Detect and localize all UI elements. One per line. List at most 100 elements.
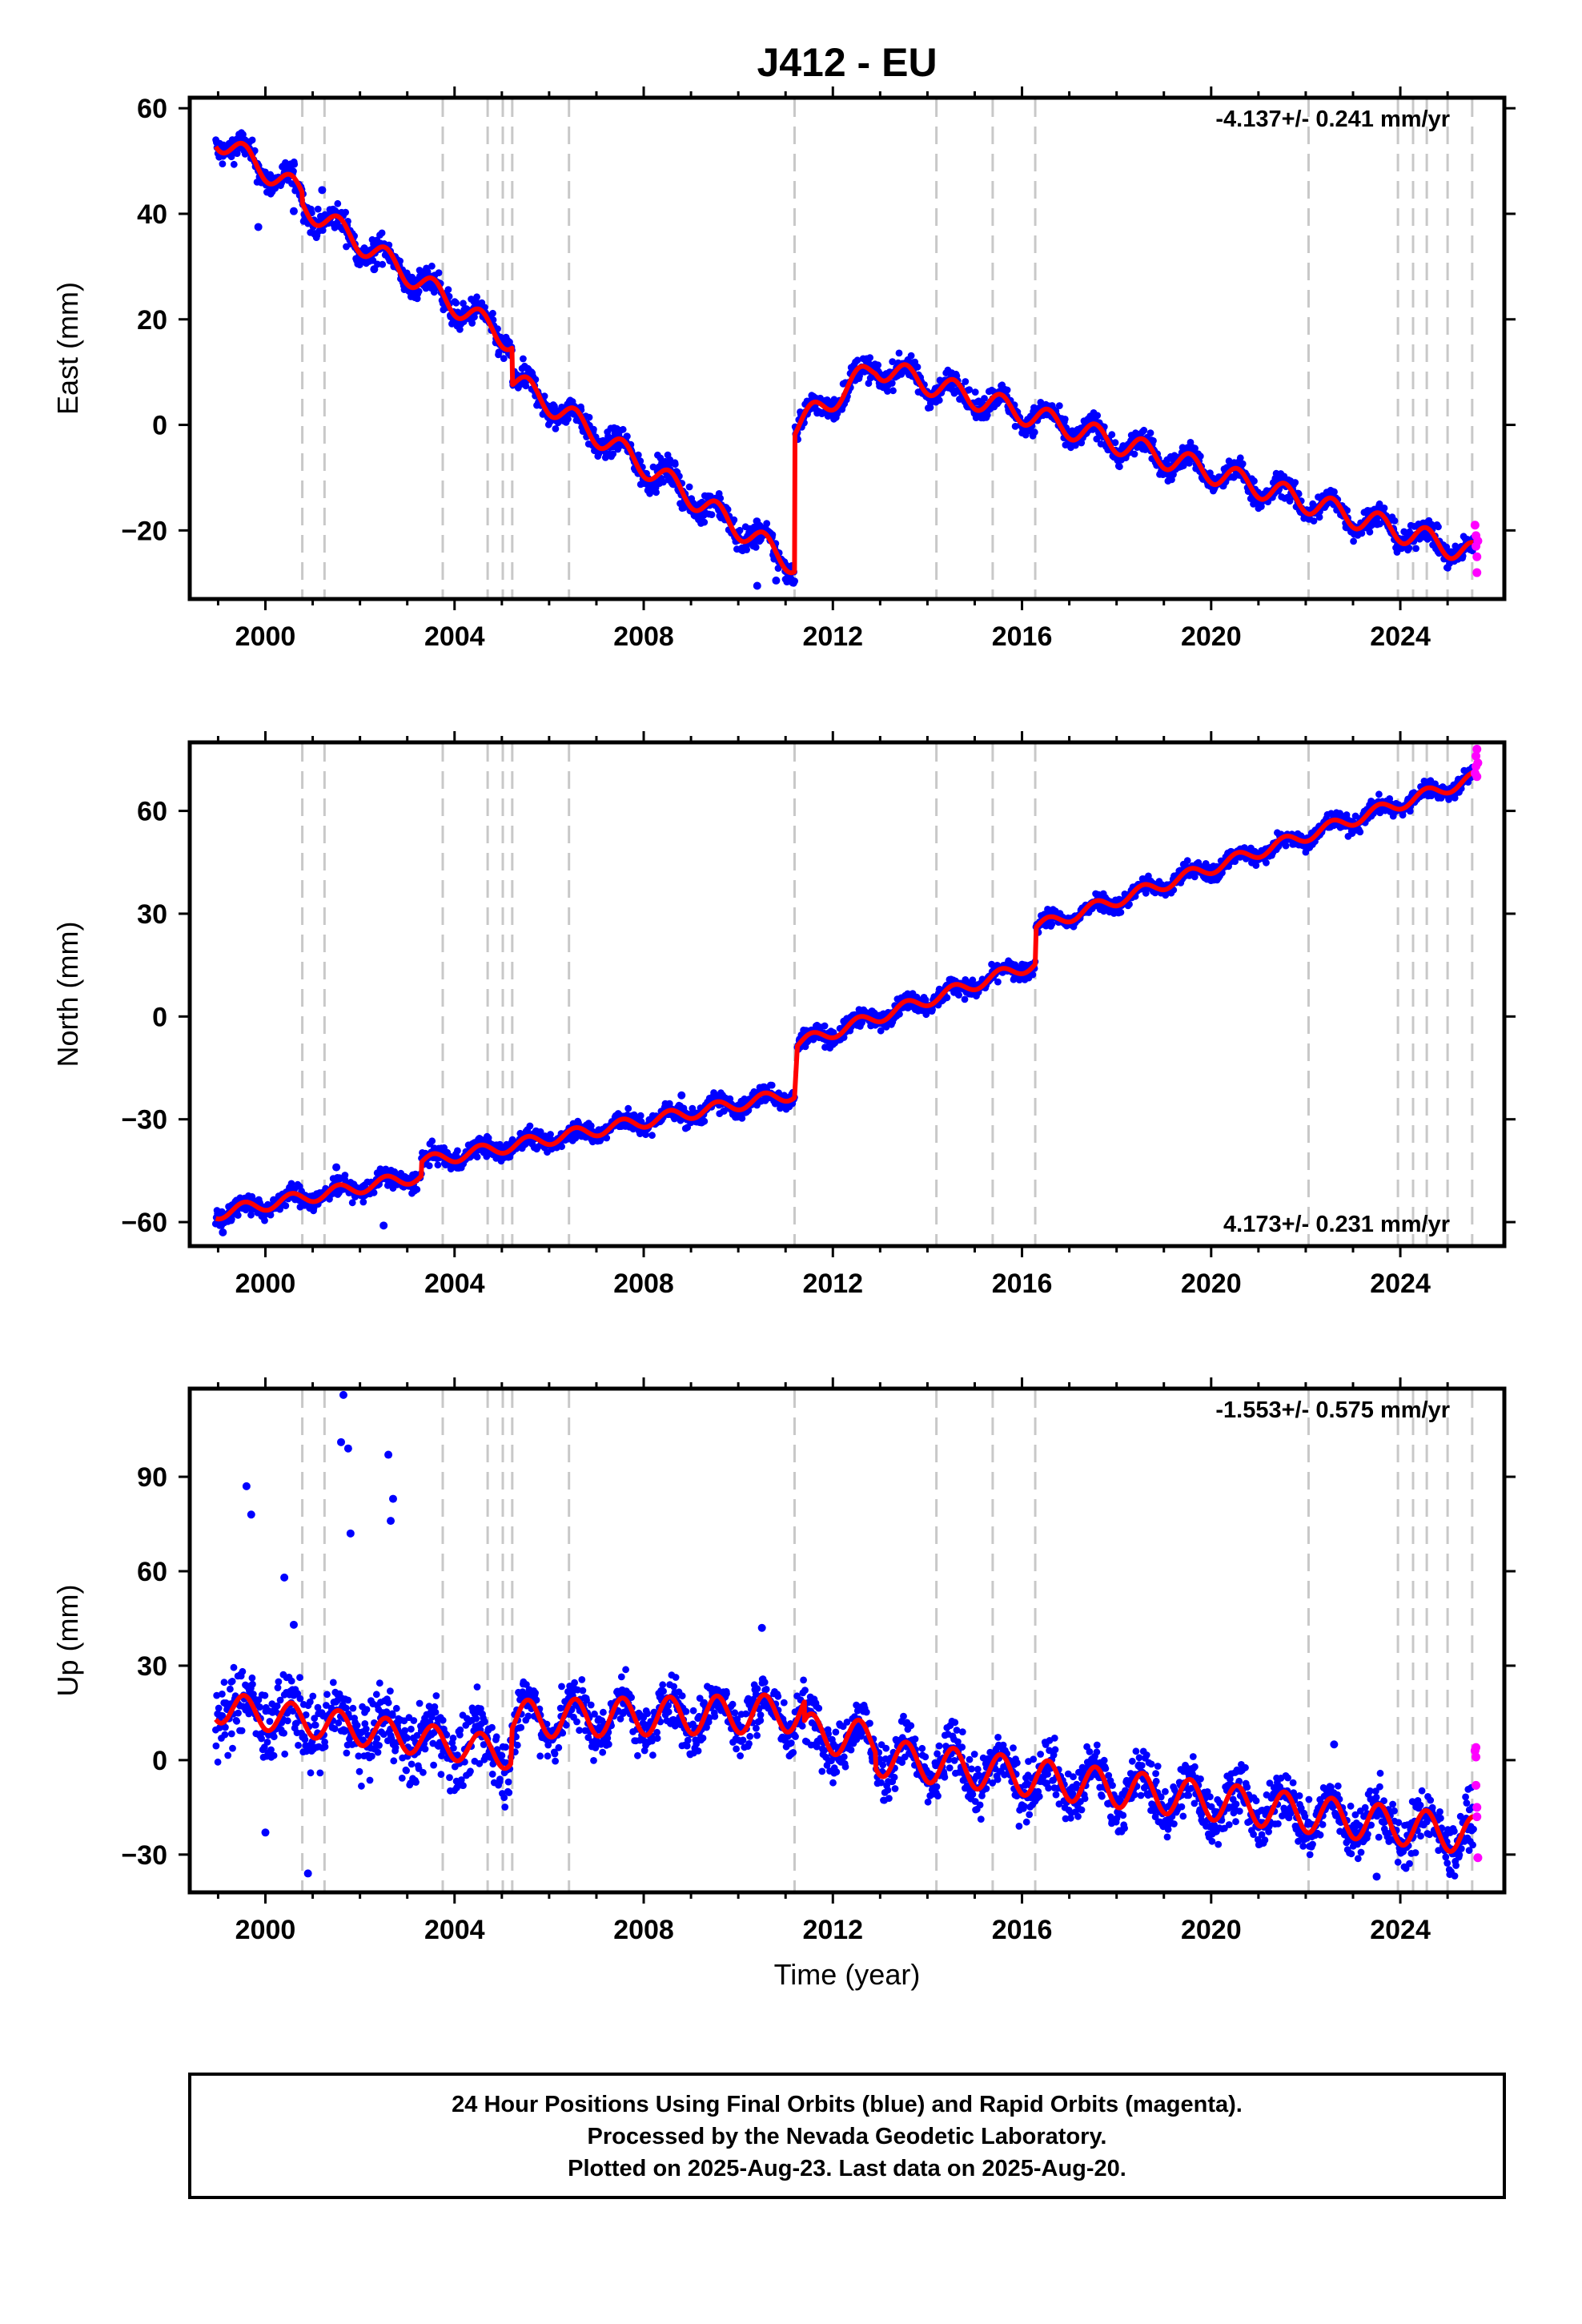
final-orbit-point	[456, 326, 464, 333]
final-orbit-point	[730, 516, 738, 524]
final-orbit-point	[378, 229, 386, 237]
final-orbit-point	[1366, 528, 1374, 536]
y-axis-label: North (mm)	[51, 922, 84, 1068]
final-orbit-point	[609, 450, 617, 458]
x-tick-label: 2004	[424, 621, 485, 652]
x-tick-label: 2000	[235, 1269, 296, 1299]
final-orbit-point	[495, 348, 503, 356]
final-orbit-point	[349, 1704, 357, 1712]
rapid-orbit-point	[1473, 758, 1483, 768]
x-tick-label: 2008	[613, 621, 674, 652]
y-tick-label: −20	[121, 516, 167, 546]
final-orbit-point	[994, 978, 1002, 986]
final-orbit-outlier	[677, 1091, 686, 1100]
final-orbit-point	[309, 1692, 317, 1700]
final-orbit-point	[1380, 505, 1388, 512]
final-orbit-point	[1061, 416, 1069, 423]
final-orbit-point	[889, 358, 897, 365]
final-orbit-point	[1191, 444, 1199, 452]
final-orbit-outlier	[219, 1228, 227, 1236]
final-orbit-point	[370, 1188, 378, 1196]
final-orbit-point	[270, 1751, 278, 1759]
rapid-orbit-point	[1473, 537, 1483, 546]
final-orbit-point	[564, 415, 572, 423]
final-orbit-point	[971, 388, 979, 396]
final-orbit-point	[636, 457, 644, 465]
final-orbit-point	[874, 361, 882, 369]
final-orbit-point	[249, 1680, 256, 1688]
final-orbit-point	[287, 1677, 295, 1685]
final-orbit-point	[452, 299, 460, 307]
final-orbit-point	[889, 387, 897, 395]
rapid-orbit-point	[1472, 552, 1482, 561]
final-orbit-point	[379, 260, 387, 268]
final-orbit-point	[329, 1679, 337, 1687]
rapid-orbit-point	[1470, 521, 1480, 530]
rate-annotation: -4.137+/- 0.241 mm/yr	[1215, 107, 1450, 132]
final-orbit-point	[473, 1153, 481, 1161]
final-orbit-point	[384, 1699, 392, 1707]
final-orbit-point	[344, 1696, 352, 1704]
final-orbit-point	[368, 1752, 375, 1760]
final-orbit-point	[353, 1722, 361, 1729]
final-orbit-point	[1093, 435, 1101, 443]
x-tick-label: 2020	[1181, 1269, 1242, 1299]
final-orbit-point	[853, 356, 861, 364]
final-orbit-point	[624, 432, 631, 440]
final-orbit-point	[768, 1081, 776, 1089]
final-orbit-point	[366, 1776, 374, 1784]
final-orbit-point	[1405, 545, 1413, 552]
final-orbit-point	[275, 1678, 283, 1686]
final-orbit-point	[1183, 857, 1191, 865]
final-orbit-point	[230, 1663, 238, 1671]
final-orbit-point	[1391, 517, 1399, 525]
final-orbit-point	[1236, 454, 1244, 462]
final-orbit-point	[500, 355, 508, 362]
final-orbit-point	[348, 1199, 356, 1207]
final-orbit-point	[1146, 429, 1154, 436]
final-orbit-point	[590, 425, 597, 433]
rapid-orbit-point	[1472, 568, 1482, 577]
final-orbit-point	[520, 355, 527, 363]
final-orbit-point	[221, 1731, 229, 1739]
final-orbit-point	[1030, 428, 1038, 436]
final-orbit-point	[334, 199, 342, 207]
final-orbit-point	[227, 1685, 234, 1693]
final-orbit-point	[489, 309, 496, 317]
final-orbit-point	[435, 269, 443, 276]
final-orbit-point	[1071, 441, 1079, 449]
final-orbit-point	[895, 349, 903, 357]
final-orbit-point	[374, 1748, 382, 1756]
rate-annotation: 4.173+/- 0.231 mm/yr	[1223, 1212, 1450, 1237]
final-orbit-point	[717, 494, 725, 502]
east-panel: 2000 2004 2008 2012 2016 2020 20246040200−20Ea…	[51, 86, 1516, 652]
data-points	[212, 129, 1483, 590]
final-orbit-point	[494, 325, 501, 332]
final-orbit-point	[634, 451, 642, 459]
final-orbit-point	[422, 284, 430, 292]
final-orbit-point	[307, 1769, 315, 1777]
plot-frame	[187, 95, 1507, 601]
rapid-orbit-point	[1472, 772, 1482, 782]
final-orbit-point	[708, 511, 716, 518]
final-orbit-point	[619, 425, 627, 433]
final-orbit-point	[263, 1739, 271, 1746]
final-orbit-outlier	[379, 1221, 388, 1230]
final-orbit-point	[359, 1198, 367, 1206]
final-orbit-point	[291, 160, 299, 168]
final-orbit-point	[1140, 426, 1148, 434]
final-orbit-point	[701, 1117, 709, 1125]
final-orbit-point	[375, 1742, 383, 1749]
final-orbit-point	[1263, 858, 1270, 866]
final-orbit-point	[558, 1143, 565, 1151]
final-orbit-point	[552, 425, 560, 432]
final-orbit-point	[1196, 452, 1204, 460]
final-orbit-point	[355, 1767, 363, 1775]
final-orbit-point	[1048, 920, 1056, 928]
final-orbit-point	[428, 1137, 436, 1145]
final-orbit-point	[1094, 412, 1102, 420]
final-orbit-point	[1310, 517, 1318, 525]
final-orbit-point	[636, 1112, 644, 1120]
final-orbit-point	[428, 262, 436, 270]
